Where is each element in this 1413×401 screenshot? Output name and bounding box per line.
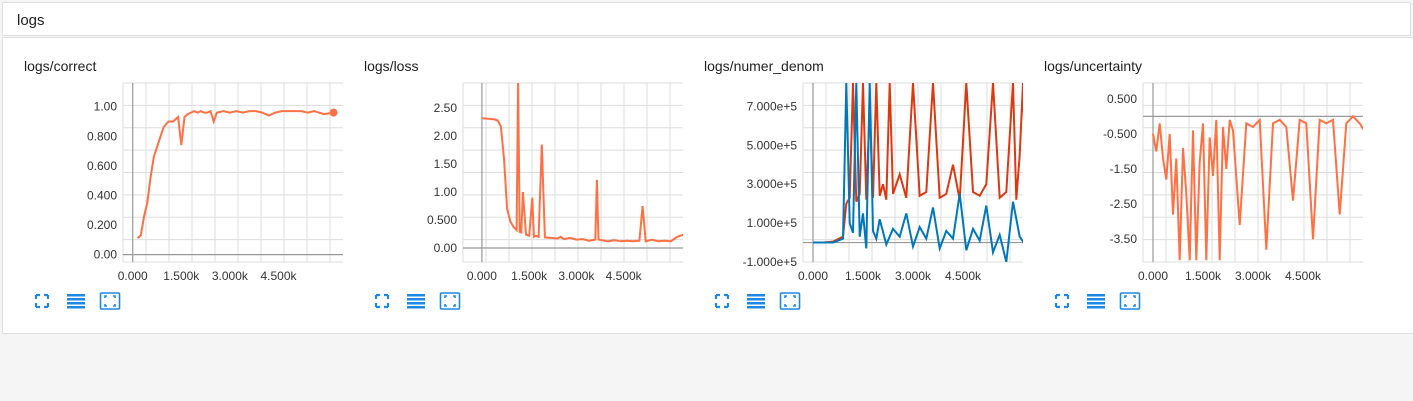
x-tick-label: 4.500k	[1285, 269, 1322, 283]
y-tick-label: 0.400	[87, 188, 117, 202]
x-tick-label: 1.500k	[163, 269, 200, 283]
reset-zoom-icon[interactable]	[779, 291, 801, 311]
reset-zoom-icon[interactable]	[99, 291, 121, 311]
y-tick-label: 2.00	[434, 129, 458, 143]
y-tick-label: 0.00	[434, 241, 458, 255]
y-tick-label: -2.50	[1110, 197, 1138, 211]
x-tick-label: 3.000k	[212, 269, 249, 283]
fit-domain-icon[interactable]	[31, 291, 53, 311]
chart-actions	[1051, 291, 1141, 311]
y-tick-label: 1.00	[434, 185, 458, 199]
x-tick-label: 0.000	[798, 269, 828, 283]
reset-zoom-icon[interactable]	[439, 291, 461, 311]
x-tick-label: 4.500k	[945, 269, 982, 283]
chart-numer-denom[interactable]: -1.000e+5 1.000e+5 3.000e+5 5.000e+5 7.000e+…	[683, 38, 1023, 288]
fit-domain-icon[interactable]	[1051, 291, 1073, 311]
fit-domain-icon[interactable]	[711, 291, 733, 311]
x-tick-label: 1.500k	[1185, 269, 1222, 283]
toggle-log-list-icon[interactable]	[1085, 291, 1107, 311]
y-tick-label: 2.50	[434, 101, 458, 115]
chart-grid: logs/correct 0.00 0.200 0.400 0.600 0.800 1.0…	[2, 37, 1413, 334]
grid	[462, 82, 683, 263]
y-tick-label: 0.600	[87, 159, 117, 173]
chart-card-numer-denom: logs/numer_denom -1.000e+5 1.000e+5 3.000e…	[683, 38, 1023, 335]
y-tick-label: -0.500	[1103, 127, 1137, 141]
y-tick-label: 1.00	[94, 100, 118, 114]
chart-title: logs/loss	[364, 58, 419, 74]
y-tick-label: 1.000e+5	[747, 216, 798, 230]
y-tick-label: -1.000e+5	[743, 255, 798, 269]
grid	[122, 82, 343, 263]
chart-uncertainty[interactable]: 0.500 -0.500 -1.50 -2.50 -3.50 0.000 1.500k 3.0…	[1023, 38, 1363, 288]
series-line-0	[1152, 114, 1363, 261]
y-tick-label: 0.800	[87, 129, 117, 143]
y-tick-label: 0.00	[94, 248, 118, 262]
section-title: logs	[17, 12, 45, 29]
fit-domain-icon[interactable]	[371, 291, 393, 311]
chart-actions	[31, 291, 121, 311]
chart-actions	[371, 291, 461, 311]
x-tick-label: 0.000	[467, 269, 497, 283]
y-tick-label: 7.000e+5	[747, 99, 798, 113]
x-tick-label: 1.500k	[845, 269, 882, 283]
series-end-point	[329, 108, 338, 117]
y-tick-label: 1.50	[434, 157, 458, 171]
chart-card-correct: logs/correct 0.00 0.200 0.400 0.600 0.800 1.0…	[3, 38, 343, 335]
toggle-log-list-icon[interactable]	[405, 291, 427, 311]
toggle-log-list-icon[interactable]	[745, 291, 767, 311]
chart-actions	[711, 291, 801, 311]
chart-card-loss: logs/loss 0.00 0.500 1.00 1.50 2.00 2.50 0.000…	[343, 38, 683, 335]
chart-loss[interactable]: 0.00 0.500 1.00 1.50 2.00 2.50 0.000 1.500k 3.00…	[343, 38, 683, 288]
y-tick-label: -3.50	[1110, 232, 1138, 246]
series-line-0	[481, 83, 683, 243]
chart-title: logs/uncertainty	[1044, 58, 1143, 74]
y-tick-label: 5.000e+5	[747, 138, 798, 152]
series-line-1	[813, 83, 1023, 262]
reset-zoom-icon[interactable]	[1119, 291, 1141, 311]
x-tick-label: 0.000	[1138, 269, 1168, 283]
x-tick-label: 4.500k	[606, 269, 643, 283]
logs-header[interactable]: logs	[2, 2, 1411, 36]
chart-title: logs/correct	[24, 58, 97, 74]
y-tick-label: -1.50	[1110, 162, 1138, 176]
x-tick-label: 0.000	[118, 269, 148, 283]
y-tick-label: 3.000e+5	[747, 177, 798, 191]
y-tick-label: 0.500	[427, 213, 457, 227]
toggle-log-list-icon[interactable]	[65, 291, 87, 311]
y-tick-label: 0.500	[1107, 92, 1137, 106]
x-tick-label: 3.000k	[1235, 269, 1272, 283]
y-tick-label: 0.200	[87, 218, 117, 232]
x-tick-label: 3.000k	[895, 269, 932, 283]
chart-card-uncertainty: logs/uncertainty 0.500 -0.500 -1.50 -2.50 -3…	[1023, 38, 1363, 335]
series-line-0	[813, 83, 1023, 244]
x-tick-label: 1.500k	[511, 269, 548, 283]
x-tick-label: 3.000k	[558, 269, 595, 283]
chart-title: logs/numer_denom	[704, 58, 824, 74]
series-line-0	[136, 109, 334, 240]
chart-correct[interactable]: 0.00 0.200 0.400 0.600 0.800 1.00 0.000 1.500k 3…	[3, 38, 343, 288]
x-tick-label: 4.500k	[260, 269, 297, 283]
